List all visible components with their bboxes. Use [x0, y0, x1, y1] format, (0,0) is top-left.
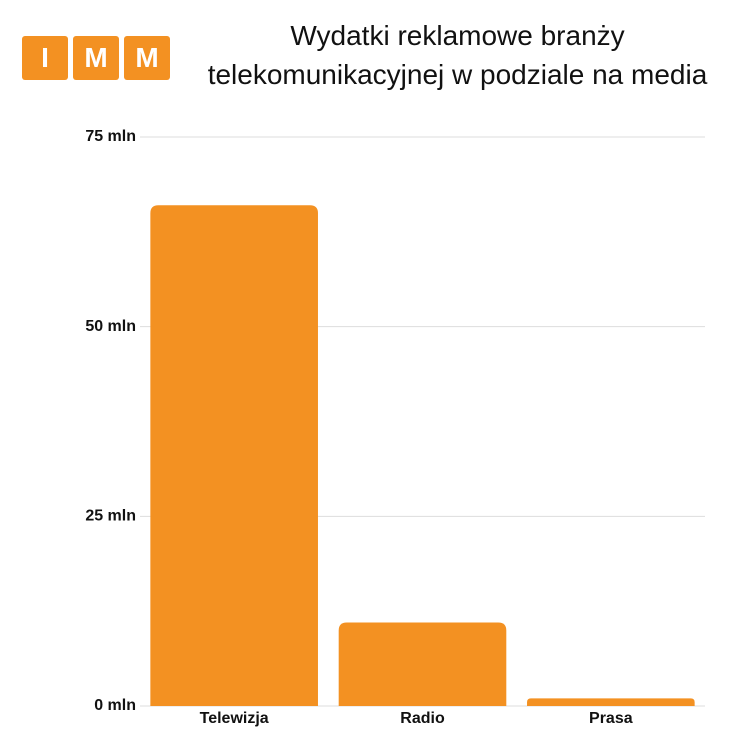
x-tick-label: Radio — [400, 710, 445, 727]
bar — [150, 205, 318, 706]
y-tick-label: 75 mln — [85, 128, 136, 145]
chart-title: Wydatki reklamowe branży telekomunikacyj… — [207, 20, 708, 90]
logo-letter: I — [22, 36, 68, 80]
bar — [338, 622, 507, 706]
logo-letter: M — [73, 36, 119, 80]
x-tick-label: Prasa — [589, 710, 633, 727]
logo: I M M — [22, 36, 170, 80]
y-tick-label: 50 mln — [85, 318, 136, 335]
logo-letter: M — [124, 36, 170, 80]
x-tick-label: Telewizja — [200, 710, 269, 727]
bar — [527, 698, 695, 706]
y-tick-label: 25 mln — [85, 508, 136, 525]
y-tick-label: 0 mln — [94, 697, 136, 714]
